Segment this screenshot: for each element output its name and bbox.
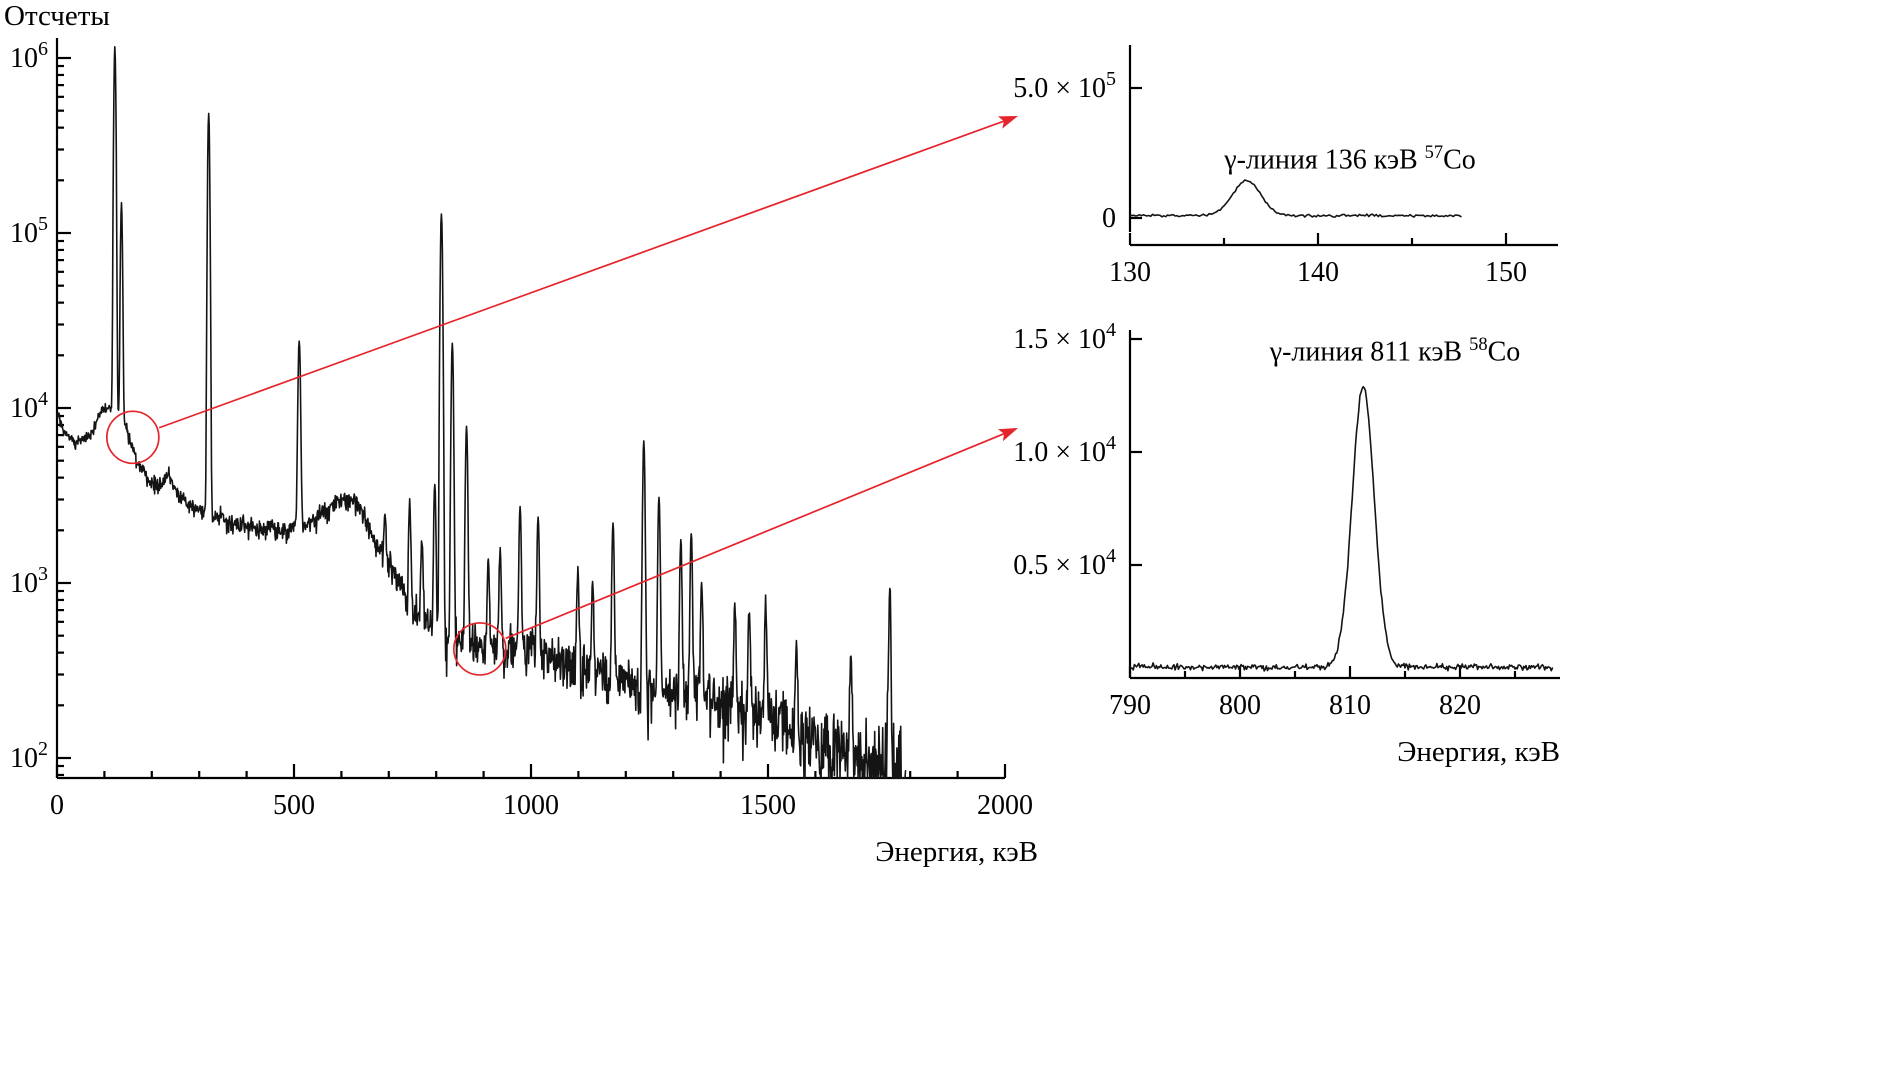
svg-text:102: 102 [10, 738, 48, 774]
svg-text:2000: 2000 [977, 790, 1033, 821]
svg-text:500: 500 [273, 790, 315, 821]
main-spectrum-chart: 0 500 1000 1500 2000 106 105 104 103 102 [10, 38, 1033, 821]
inset-co58-chart: 1.5 × 104 1.0 × 104 0.5 × 104 790 800 810 820 [1013, 319, 1560, 721]
svg-text:104: 104 [10, 388, 48, 424]
isotope-symbol: Co [1443, 144, 1476, 176]
inset-energy-axis-title: Энергия, кэВ [1397, 736, 1560, 768]
svg-text:106: 106 [10, 38, 48, 74]
svg-text:103: 103 [10, 563, 48, 599]
annotation-text: γ-линия 811 кэВ [1269, 336, 1470, 368]
isotope-mass-sup: 57 [1424, 142, 1444, 162]
svg-text:150: 150 [1485, 257, 1527, 288]
isotope-symbol: Co [1487, 336, 1521, 368]
svg-text:810: 810 [1329, 690, 1371, 721]
annotation-text: γ-линия 136 кэВ [1224, 144, 1425, 176]
svg-text:1000: 1000 [503, 790, 559, 821]
callout-arrows [105, 116, 1018, 676]
svg-text:0: 0 [50, 790, 64, 821]
inset-co57-chart: 5.0 × 105 0 130 140 150 [1013, 45, 1558, 288]
svg-text:790: 790 [1109, 690, 1151, 721]
svg-text:1.5 × 104: 1.5 × 104 [1013, 319, 1116, 355]
svg-text:1500: 1500 [740, 790, 796, 821]
svg-text:130: 130 [1109, 257, 1151, 288]
svg-text:140: 140 [1297, 257, 1339, 288]
svg-text:800: 800 [1219, 690, 1261, 721]
svg-text:105: 105 [10, 213, 48, 249]
svg-text:5.0 × 105: 5.0 × 105 [1013, 68, 1116, 104]
svg-text:0.5 × 104: 0.5 × 104 [1013, 545, 1116, 581]
counts-axis-title: Отсчеты [4, 0, 110, 32]
inset-co58-annotation: γ-линия 811 кэВ 58Co [1190, 334, 1600, 368]
svg-text:0: 0 [1102, 203, 1116, 234]
main-energy-axis-title: Энергия, кэВ [875, 836, 1038, 868]
svg-text:1.0 × 104: 1.0 × 104 [1013, 432, 1116, 468]
svg-text:820: 820 [1439, 690, 1481, 721]
inset-co57-annotation: γ-линия 136 кэВ 57Co [1150, 142, 1550, 176]
isotope-mass-sup: 58 [1469, 334, 1488, 354]
